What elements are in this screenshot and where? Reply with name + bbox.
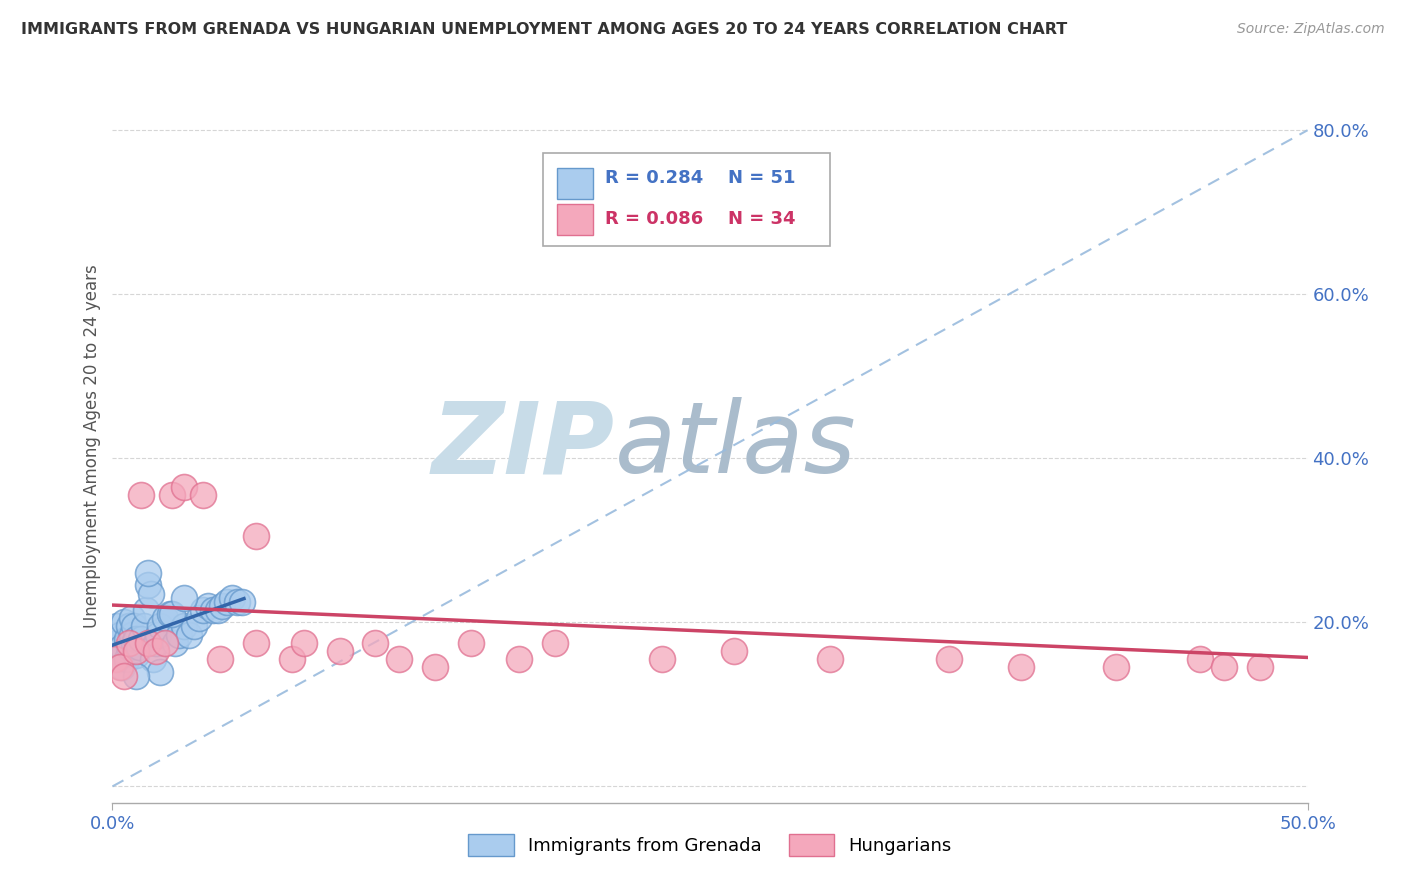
Point <box>197 599 219 613</box>
Point <box>245 529 267 543</box>
Point <box>221 591 243 605</box>
Point <box>173 619 195 633</box>
Point <box>139 587 162 601</box>
Text: R = 0.086: R = 0.086 <box>605 211 703 228</box>
Point <box>122 636 145 650</box>
Text: atlas: atlas <box>614 398 856 494</box>
Point <box>211 599 233 613</box>
Point <box>177 627 200 641</box>
Point <box>129 632 152 646</box>
Point <box>121 611 143 625</box>
Point <box>169 627 191 641</box>
Point <box>142 652 165 666</box>
Text: N = 34: N = 34 <box>728 211 796 228</box>
Point <box>149 665 172 679</box>
Text: IMMIGRANTS FROM GRENADA VS HUNGARIAN UNEMPLOYMENT AMONG AGES 20 TO 24 YEARS CORR: IMMIGRANTS FROM GRENADA VS HUNGARIAN UNE… <box>21 22 1067 37</box>
Point <box>388 652 411 666</box>
Bar <box>557 168 593 199</box>
Point <box>818 652 841 666</box>
Point <box>207 603 229 617</box>
Point <box>114 668 135 682</box>
Point <box>364 636 387 650</box>
Point <box>129 488 152 502</box>
Point <box>135 603 157 617</box>
Point <box>108 627 131 641</box>
Point <box>193 603 215 617</box>
Point <box>121 627 143 641</box>
Point <box>543 636 565 650</box>
Point <box>145 644 167 658</box>
Point <box>938 652 960 666</box>
Text: Source: ZipAtlas.com: Source: ZipAtlas.com <box>1237 22 1385 37</box>
Point <box>173 591 195 605</box>
Text: N = 51: N = 51 <box>728 169 796 187</box>
Point <box>209 652 232 666</box>
Point <box>1189 652 1212 666</box>
Point <box>149 619 172 633</box>
Point <box>115 652 138 666</box>
Point <box>245 636 267 650</box>
Point <box>114 644 135 658</box>
Point <box>104 652 127 666</box>
Point <box>108 652 131 666</box>
Point <box>292 636 315 650</box>
Legend: Immigrants from Grenada, Hungarians: Immigrants from Grenada, Hungarians <box>460 825 960 865</box>
Point <box>125 632 148 646</box>
Y-axis label: Unemployment Among Ages 20 to 24 years: Unemployment Among Ages 20 to 24 years <box>83 264 101 628</box>
Point <box>132 619 155 633</box>
Point <box>118 636 141 650</box>
Point <box>193 488 215 502</box>
Point <box>125 648 148 662</box>
Point <box>1010 660 1032 674</box>
Point <box>122 619 145 633</box>
Point <box>111 660 134 674</box>
Point <box>146 627 169 641</box>
Point <box>225 595 247 609</box>
Point <box>217 595 239 609</box>
Point <box>173 480 195 494</box>
Point <box>118 640 141 654</box>
Point <box>603 221 626 235</box>
Point <box>159 607 181 622</box>
Point <box>138 636 160 650</box>
Point <box>1105 660 1128 674</box>
Point <box>138 566 160 581</box>
Point <box>425 660 447 674</box>
Point <box>115 632 138 646</box>
Text: ZIP: ZIP <box>432 398 614 494</box>
Point <box>104 644 127 658</box>
Point <box>125 644 148 658</box>
Text: R = 0.284: R = 0.284 <box>605 169 703 187</box>
Point <box>329 644 352 658</box>
Point <box>183 619 205 633</box>
Point <box>1213 660 1236 674</box>
Point <box>723 644 745 658</box>
Point <box>460 636 482 650</box>
Point <box>231 595 253 609</box>
Point <box>138 578 160 592</box>
Point <box>105 636 128 650</box>
Point <box>651 652 673 666</box>
Point <box>105 619 128 633</box>
Point <box>163 636 186 650</box>
Point <box>162 488 183 502</box>
Point <box>153 611 176 625</box>
Point <box>153 636 176 650</box>
Point <box>281 652 304 666</box>
Point <box>162 607 183 622</box>
Point <box>114 615 135 630</box>
Point <box>145 636 167 650</box>
Point <box>1249 660 1271 674</box>
Point <box>108 660 131 674</box>
Point <box>125 668 148 682</box>
Bar <box>557 204 593 235</box>
FancyBboxPatch shape <box>543 153 830 246</box>
Point <box>187 611 209 625</box>
Point <box>201 603 224 617</box>
Point <box>118 619 141 633</box>
Point <box>111 640 134 654</box>
Point <box>128 640 150 654</box>
Point <box>508 652 530 666</box>
